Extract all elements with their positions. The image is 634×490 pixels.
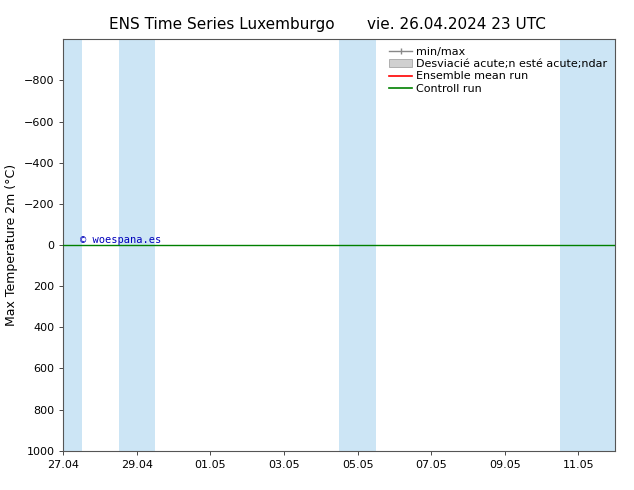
Text: vie. 26.04.2024 23 UTC: vie. 26.04.2024 23 UTC <box>367 17 546 32</box>
Text: © woespana.es: © woespana.es <box>80 235 161 245</box>
Bar <box>339 39 376 451</box>
Bar <box>63 39 82 451</box>
Legend: min/max, Desviacié acute;n esté acute;ndar, Ensemble mean run, Controll run: min/max, Desviacié acute;n esté acute;nd… <box>387 45 609 96</box>
Y-axis label: Max Temperature 2m (°C): Max Temperature 2m (°C) <box>5 164 18 326</box>
Text: ENS Time Series Luxemburgo: ENS Time Series Luxemburgo <box>109 17 335 32</box>
Bar <box>560 39 615 451</box>
Bar <box>119 39 155 451</box>
